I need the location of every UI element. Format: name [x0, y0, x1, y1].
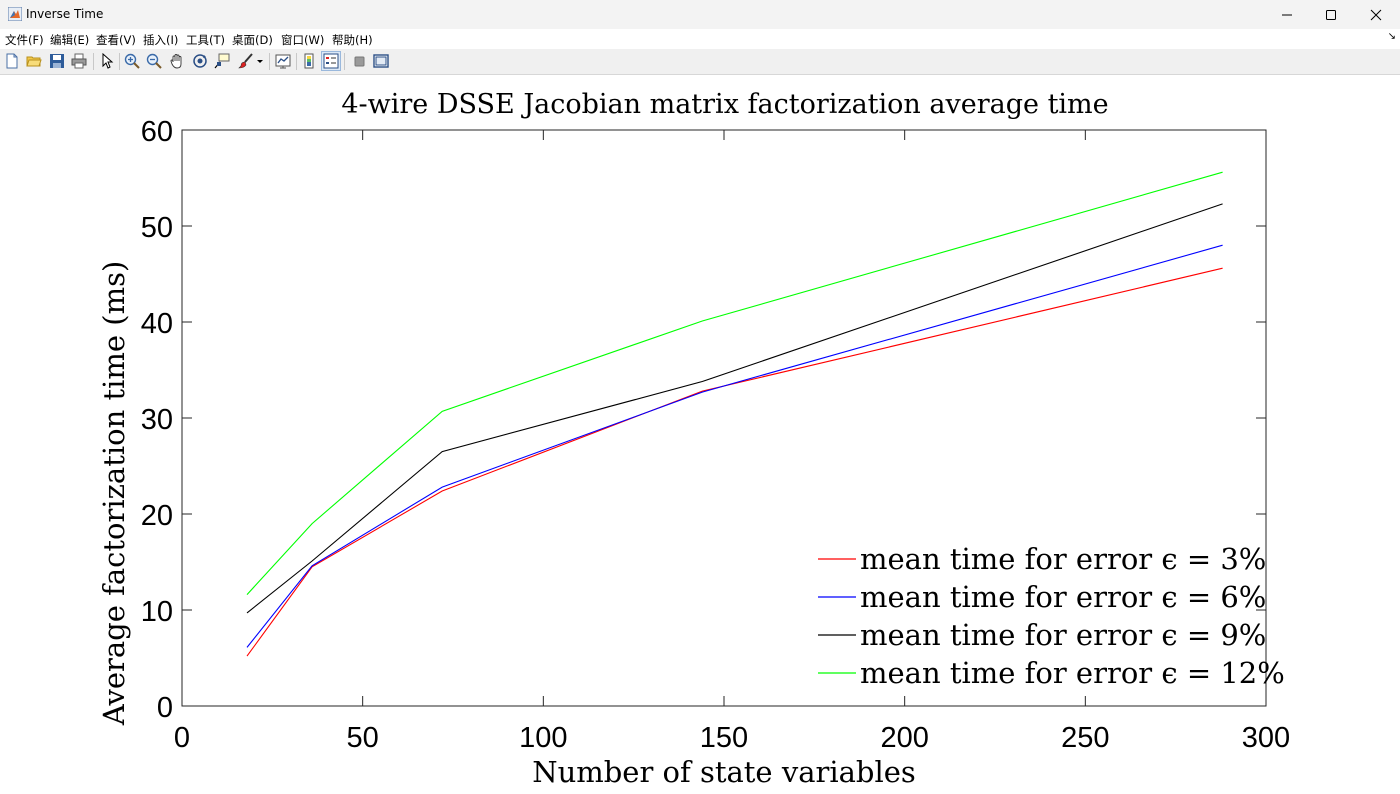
select-button[interactable]: [98, 52, 116, 70]
y-tick-label: 50: [141, 212, 173, 244]
menu-tools[interactable]: 工具(T): [186, 33, 225, 47]
legend-label: mean time for error ϵ = 3%: [860, 542, 1266, 576]
menu-window[interactable]: 窗口(W): [281, 33, 325, 47]
new-figure-button[interactable]: [3, 52, 21, 70]
legend-item-1[interactable]: mean time for error ϵ = 3%: [818, 542, 1266, 576]
zoom-in-button[interactable]: [123, 52, 141, 70]
colorbar-button[interactable]: [300, 52, 318, 70]
zoom-out-button[interactable]: [145, 52, 163, 70]
data-cursor-button[interactable]: [213, 52, 231, 70]
rotate-3d-icon: [193, 54, 207, 68]
toolbar-separator: [344, 53, 345, 70]
toolbar-separator: [296, 53, 297, 70]
menu-edit[interactable]: 编辑(E): [50, 33, 90, 47]
maximize-icon: [1326, 9, 1336, 20]
y-tick-label: 20: [141, 500, 173, 532]
print-button[interactable]: [70, 52, 88, 70]
figure-toolbar: [0, 49, 1400, 75]
hide-plot-tools-button[interactable]: [350, 52, 368, 70]
x-tick-label: 100: [519, 722, 567, 754]
maximize-button[interactable]: [1308, 0, 1354, 29]
brush-icon: [238, 53, 253, 69]
x-tick-label: 250: [1061, 722, 1109, 754]
y-tick-label: 0: [157, 692, 173, 724]
menu-help[interactable]: 帮助(H): [332, 33, 373, 47]
toolbar-separator: [269, 53, 270, 70]
save-button[interactable]: [48, 52, 66, 70]
y-axis: 0 10 20 30 40 50 60: [141, 116, 1266, 724]
legend-item-3[interactable]: mean time for error ϵ = 9%: [818, 618, 1266, 652]
link-plot-button[interactable]: [274, 52, 292, 70]
legend-button[interactable]: [321, 51, 341, 71]
menu-view[interactable]: 查看(V): [96, 33, 136, 47]
y-tick-label: 30: [141, 404, 173, 436]
data-cursor-icon: [214, 53, 230, 69]
legend-label: mean time for error ϵ = 9%: [860, 618, 1266, 652]
y-axis-label: Average factorization time (ms): [97, 261, 131, 727]
link-plot-icon: [275, 54, 291, 69]
series-line-1: [246, 267, 1223, 657]
menu-insert[interactable]: 插入(I): [143, 33, 179, 47]
x-tick-label: 200: [880, 722, 928, 754]
x-tick-label: 300: [1242, 722, 1290, 754]
menubar-dock-arrow-icon[interactable]: ↘: [1387, 31, 1396, 42]
brush-button[interactable]: [237, 52, 255, 70]
toolbar-separator: [119, 53, 120, 70]
x-tick-label: 50: [347, 722, 379, 754]
select-arrow-icon: [102, 53, 114, 69]
toolbar-separator: [93, 53, 94, 70]
colorbar-icon: [304, 53, 314, 69]
legend-item-2[interactable]: mean time for error ϵ = 6%: [818, 580, 1266, 614]
legend-icon: [323, 53, 339, 69]
series-line-4: [246, 171, 1223, 595]
figure-canvas: 4-wire DSSE Jacobian matrix factorizatio…: [0, 75, 1400, 794]
matlab-app-icon: [8, 7, 22, 21]
window-titlebar: Inverse Time: [0, 0, 1400, 29]
menu-desktop[interactable]: 桌面(D): [232, 33, 273, 47]
close-button[interactable]: [1353, 0, 1399, 29]
menu-file[interactable]: 文件(F): [5, 33, 44, 47]
menu-bar: 文件(F) 编辑(E) 查看(V) 插入(I) 工具(T) 桌面(D) 窗口(W…: [0, 29, 1400, 49]
show-plot-tools-icon: [373, 54, 389, 68]
x-axis-label: Number of state variables: [532, 755, 916, 789]
x-tick-label: 0: [174, 722, 190, 754]
x-tick-label: 150: [700, 722, 748, 754]
new-figure-icon: [6, 53, 18, 69]
legend-item-4[interactable]: mean time for error ϵ = 12%: [818, 656, 1285, 690]
pan-button[interactable]: [168, 52, 186, 70]
y-tick-label: 60: [141, 116, 173, 148]
line-chart: 4-wire DSSE Jacobian matrix factorizatio…: [97, 89, 1290, 789]
legend-label: mean time for error ϵ = 6%: [860, 580, 1266, 614]
chart-title: 4-wire DSSE Jacobian matrix factorizatio…: [341, 89, 1108, 120]
show-plot-tools-button[interactable]: [372, 52, 390, 70]
hide-plot-tools-icon: [354, 56, 365, 67]
minimize-icon: [1282, 14, 1292, 15]
brush-dropdown-icon: [257, 60, 263, 63]
open-icon: [26, 56, 42, 67]
save-icon: [50, 54, 64, 68]
legend[interactable]: mean time for error ϵ = 3% mean time for …: [818, 542, 1285, 690]
series-line-2: [246, 244, 1223, 648]
zoom-in-icon: [124, 53, 140, 69]
close-icon: [1370, 9, 1382, 20]
y-tick-label: 10: [141, 596, 173, 628]
print-icon: [71, 53, 87, 69]
rotate-3d-button[interactable]: [191, 52, 209, 70]
minimize-button[interactable]: [1264, 0, 1310, 29]
zoom-out-icon: [146, 53, 162, 69]
window-title: Inverse Time: [26, 7, 104, 21]
y-tick-label: 40: [141, 308, 173, 340]
pan-hand-icon: [170, 54, 182, 69]
x-axis: 0 50 100 150 200 250 300: [174, 130, 1290, 754]
legend-label: mean time for error ϵ = 12%: [860, 656, 1285, 690]
plot-lines: [246, 171, 1223, 657]
open-button[interactable]: [25, 52, 43, 70]
series-line-3: [246, 203, 1223, 614]
brush-dropdown-button[interactable]: [255, 52, 265, 70]
